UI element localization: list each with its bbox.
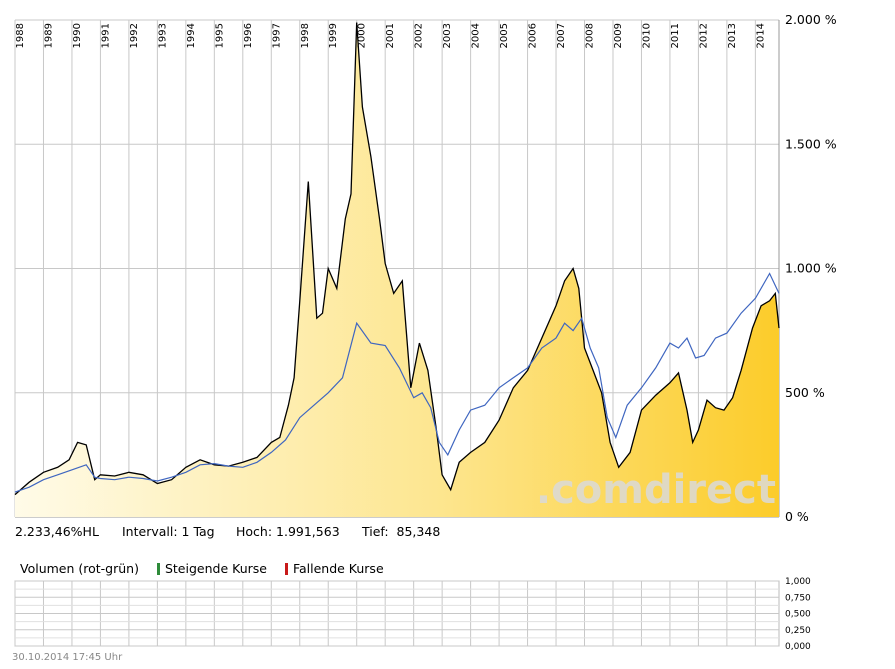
year-label: 2003 [442,23,453,48]
year-label: 2000 [357,23,368,48]
benchmark-line [14,272,780,493]
falling-swatch [284,563,288,575]
year-label: 1992 [129,23,140,48]
year-label: 2006 [528,23,539,48]
year-label: 1991 [100,23,111,48]
falling-legend: Fallende Kurse [292,561,384,576]
volume-legend: Volumen (rot-grün) Steigende Kurse Falle… [20,561,384,576]
year-label: 1989 [44,23,55,48]
low-stat: Tief: 85,348 [362,524,441,539]
change-stat: 2.233,46%HL [15,524,99,539]
y-tick-label: 500 % [785,385,825,400]
lines-layer [14,22,780,496]
index-area [15,22,779,517]
volume-tick-label: 1,000 [785,577,811,587]
rising-legend: Steigende Kurse [164,561,267,576]
year-label: 1996 [243,23,254,48]
volume-title: Volumen (rot-grün) [20,561,139,576]
year-label: 2005 [499,23,510,48]
watermark: .comdirect [536,467,776,513]
year-label: 2013 [727,23,738,48]
year-label: 1988 [15,23,26,48]
year-label: 2012 [698,23,709,48]
year-label: 1990 [72,23,83,48]
year-label: 2014 [755,23,766,48]
y-tick-label: 1.500 % [785,136,837,151]
volume-tick-label: 0,250 [785,626,811,636]
year-labels: 1988 1989 1990 1991 1992 1993 1994 1995 1996 1997… [15,23,766,48]
year-label: 1993 [157,23,168,48]
year-label: 1994 [186,23,197,48]
year-label: 2004 [471,23,482,48]
year-label: 1998 [300,23,311,48]
rising-swatch [156,563,160,575]
y-labels: 0 % 500 % 1.000 % 1.500 % 2.000 % [785,12,837,524]
y-tick-label: 0 % [785,509,809,524]
volume-grid [14,580,780,647]
year-label: 2002 [414,23,425,48]
year-label: 1999 [328,23,339,48]
volume-tick-label: 0,750 [785,593,811,603]
year-label: 1997 [271,23,282,48]
index-line [14,22,780,496]
volume-tick-label: 0,000 [785,642,811,652]
year-label: 1995 [214,23,225,48]
year-label: 2010 [642,23,653,48]
interval-stat: Intervall: 1 Tag [122,524,215,539]
high-stat: Hoch: 1.991,563 [236,524,340,539]
area-layer [15,22,779,517]
y-tick-label: 1.000 % [785,261,837,276]
year-label: 2008 [585,23,596,48]
volume-axis-labels: 1,000 0,750 0,500 0,250 0,000 [785,577,811,652]
year-label: 2011 [670,23,681,48]
volume-tick-label: 0,500 [785,610,811,620]
timestamp: 30.10.2014 17:45 Uhr [12,652,123,663]
year-label: 2007 [556,23,567,48]
year-label: 2001 [385,23,396,48]
year-label: 2009 [613,23,624,48]
y-tick-label: 2.000 % [785,12,837,27]
